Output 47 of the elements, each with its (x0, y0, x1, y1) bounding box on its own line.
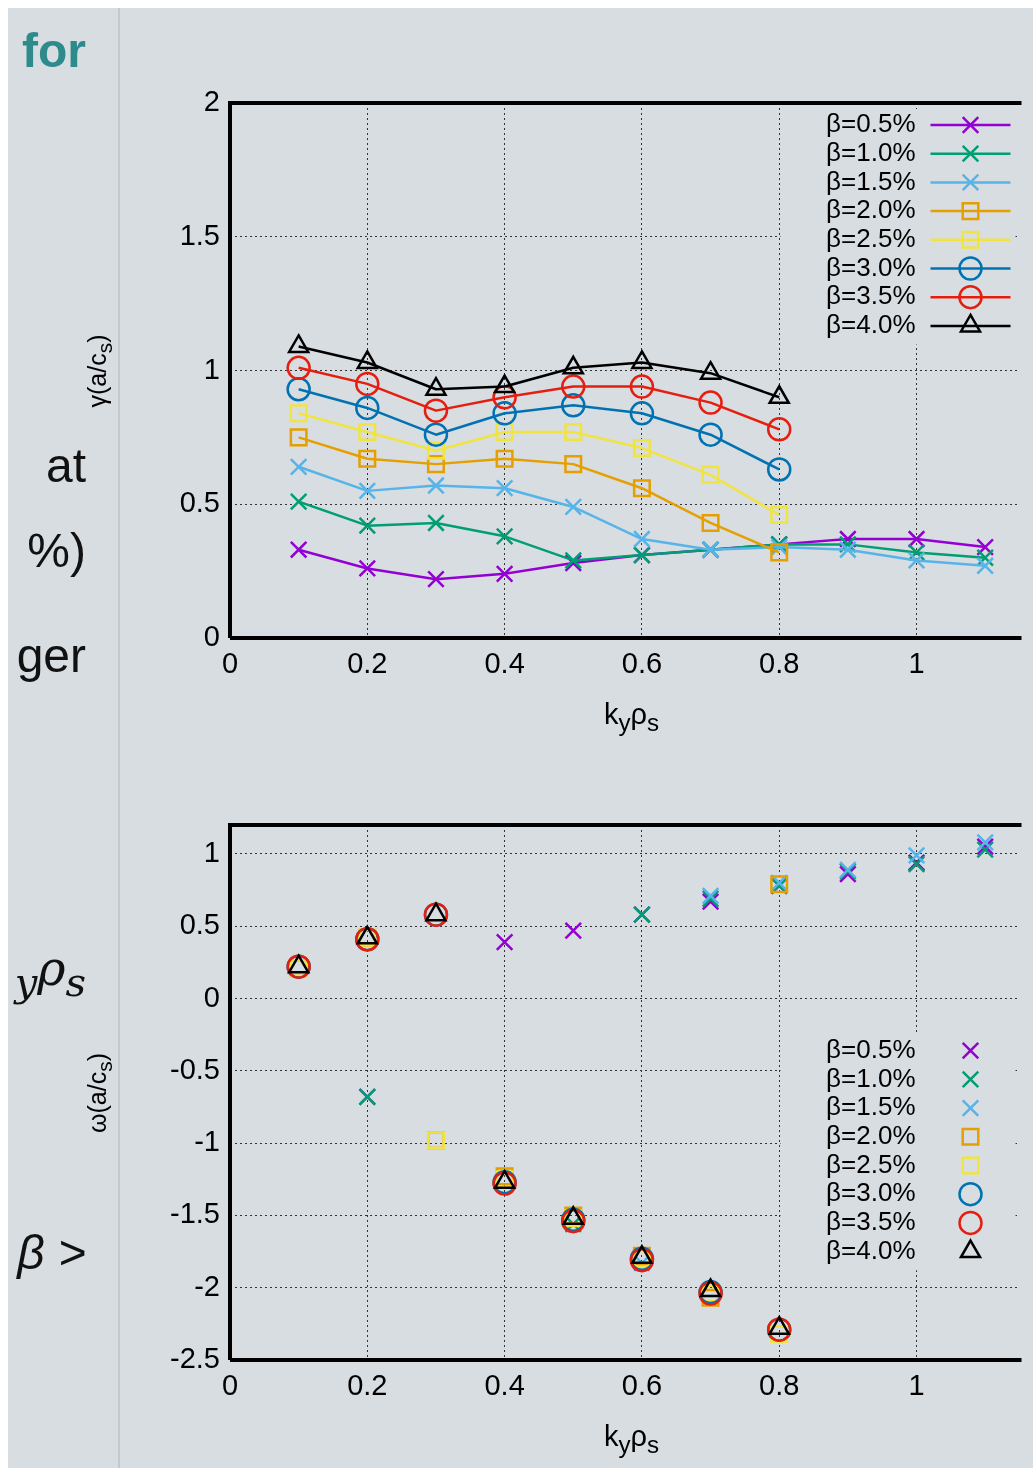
x-tick-label: 0.4 (484, 647, 525, 680)
x-tick-label: 0.4 (484, 1369, 525, 1402)
legend-label: β=2.5% (826, 222, 916, 253)
legend-label: β=3.0% (826, 1177, 916, 1208)
legend-label: β=3.5% (826, 1206, 916, 1237)
x-tick-label: 0.6 (621, 647, 663, 680)
text: for (21, 23, 86, 78)
y-tick-label: 0 (203, 620, 220, 652)
x-tick-label: 0.8 (759, 647, 800, 680)
y-tick-label: -1.5 (170, 1197, 220, 1230)
legend-label: β=3.5% (826, 280, 916, 311)
y-tick-label: -2 (194, 1269, 220, 1302)
x-tick-label: 0.2 (347, 1369, 388, 1402)
legend-label: β=1.0% (826, 1062, 916, 1093)
x-tick-label: 1 (908, 1369, 925, 1402)
y-tick-label: 0 (203, 980, 220, 1013)
text: %) (26, 523, 86, 578)
text: ger (15, 628, 86, 683)
y-tick-label: 0.5 (179, 486, 220, 519)
y-tick-label: 1 (203, 835, 220, 868)
x-tick-label: 0.2 (347, 647, 388, 680)
legend-label: β=3.0% (826, 251, 916, 282)
legend-label: β=1.5% (826, 1091, 916, 1122)
y-tick-label: -0.5 (170, 1052, 220, 1085)
y-tick-label: 1 (203, 352, 220, 385)
text: $_{y}$ρ$_{s}$ (12, 940, 86, 1005)
x-axis-title: k$_{y}$ρ$_{s}$ (602, 1420, 661, 1459)
legend-label: β=0.5% (826, 108, 916, 139)
x-axis-title: k$_{y}$ρ$_{s}$ (602, 698, 661, 737)
y-tick-label: -2.5 (170, 1342, 220, 1374)
legend-label: β=2.5% (826, 1148, 916, 1179)
text: at (44, 438, 86, 493)
x-tick-label: 0.6 (621, 1369, 663, 1402)
legend-label: β=2.0% (826, 1119, 916, 1150)
legend-label: β=2.0% (826, 194, 916, 225)
legend-label: β=1.5% (826, 165, 916, 196)
legend-label: β=1.0% (826, 136, 916, 167)
legend-label: β=4.0% (826, 1234, 916, 1265)
text: β > (15, 1225, 86, 1280)
y-tick-label: 1.5 (179, 218, 220, 251)
legend-label: β=4.0% (826, 309, 916, 340)
y-tick-label: 0.5 (179, 908, 220, 941)
y-tick-label: -1 (194, 1125, 220, 1158)
x-tick-label: 0.8 (759, 1369, 800, 1402)
legend-label: β=0.5% (826, 1033, 916, 1064)
x-tick-label: 1 (908, 647, 925, 680)
y-tick-label: 2 (203, 85, 220, 117)
